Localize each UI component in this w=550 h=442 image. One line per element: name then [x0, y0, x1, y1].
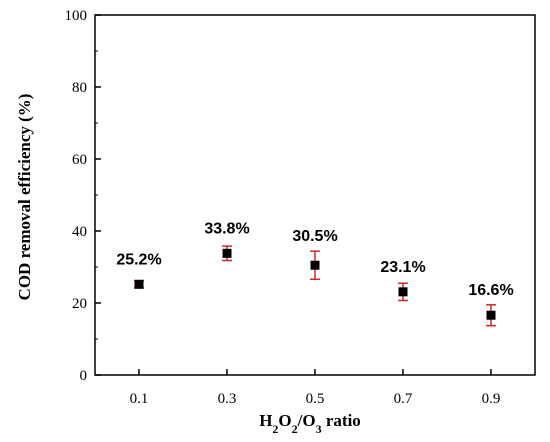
x-axis-title-part: /O	[297, 411, 316, 430]
data-label: 23.1%	[380, 259, 425, 276]
x-axis-title-part: H	[259, 411, 272, 430]
x-tick-label: 0.1	[130, 391, 149, 407]
data-label: 30.5%	[292, 228, 337, 245]
x-axis-title-subscript: 3	[316, 422, 322, 436]
data-point	[398, 287, 408, 297]
data-point	[222, 248, 232, 258]
x-tick-label: 0.7	[394, 391, 413, 407]
plot-area: 0 20 40 60 80 100 0.1 0.3 0.5 0.7 0.9 25.2% 33.8% 30.…	[65, 8, 536, 407]
y-tick-label: 40	[72, 224, 87, 240]
x-axis-title-subscript: 2	[292, 422, 298, 436]
y-tick-label: 60	[72, 152, 87, 168]
x-axis-title-part: ratio	[322, 411, 361, 430]
x-axis-title-part: O	[278, 411, 291, 430]
y-tick-label: 20	[72, 296, 87, 312]
x-axis-title-subscript: 2	[272, 422, 278, 436]
data-point	[134, 279, 144, 289]
x-axis-title: H2O2/O3 ratio	[259, 411, 361, 436]
x-tick-label: 0.9	[482, 391, 501, 407]
x-tick-label: 0.5	[306, 391, 325, 407]
data-label: 33.8%	[204, 220, 249, 237]
data-label: 16.6%	[468, 282, 513, 299]
data-label: 25.2%	[116, 251, 161, 268]
x-tick-label: 0.3	[218, 391, 237, 407]
data-point	[310, 260, 320, 270]
y-tick-label: 100	[65, 8, 88, 24]
y-tick-label: 0	[80, 368, 88, 384]
data-point	[486, 310, 496, 320]
plot-frame	[94, 14, 536, 376]
y-axis-title: COD removal efficiency (%)	[15, 94, 34, 301]
y-tick-label: 80	[72, 80, 87, 96]
